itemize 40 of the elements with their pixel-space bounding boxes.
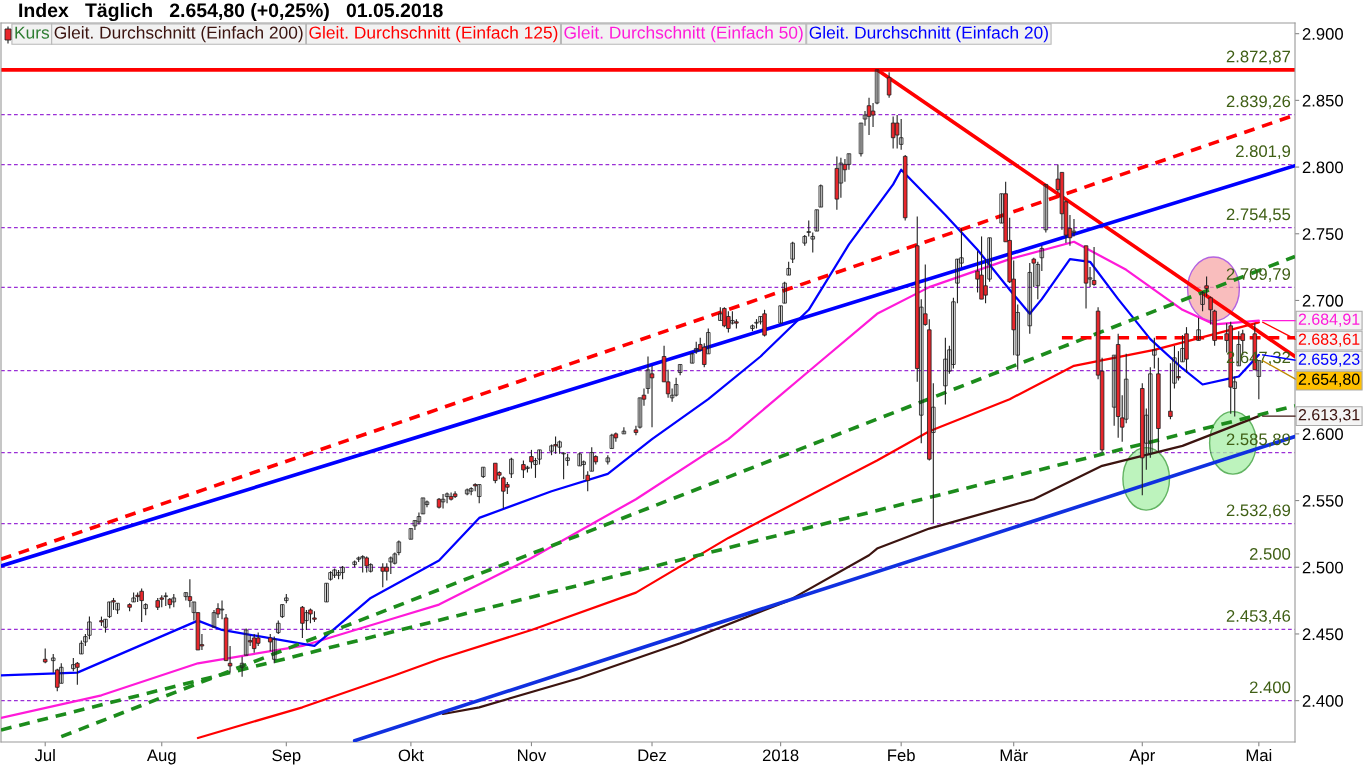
x-tick-label: Mai [1246,748,1272,762]
y-tick-label: 2.450 [1302,628,1343,641]
y-tick-label: 2.600 [1302,428,1343,441]
ref-line-label: 2.400 [1249,681,1291,694]
ref-line-label: 2.532,69 [1226,504,1291,519]
legend-label: Kurs [15,26,50,39]
data-label: 2.659,23 [1298,353,1360,367]
x-tick-label: Mär [1000,749,1028,762]
x-tick-label: Dez [638,749,667,762]
y-tick-label: 2.750 [1302,228,1343,240]
text: Gleit. Durchschnitt (Einfach 200) [54,26,303,43]
data-label: 2.683,61 [1298,333,1360,347]
ref-line-label: 2.500 [1249,547,1291,560]
y-tick-label: 2.850 [1302,94,1343,107]
x-tick-label: Jul [34,748,55,762]
y-tick-label: 2.500 [1302,561,1343,574]
x-tick-label: Feb [888,748,915,762]
text: Gleit. Durchschnitt (Einfach 50) [564,26,803,43]
ref-line-label: 2.872,87 [1226,50,1290,65]
y-tick-label: 2.800 [1302,161,1343,174]
ref-line-label: 2.801,9 [1236,145,1291,160]
y-tick-label: 2.900 [1302,28,1343,40]
x-tick-label: Sep [272,749,301,765]
text: Gleit. Durchschnitt (Einfach 125) [309,26,558,43]
ref-line-label: 2.453,46 [1226,610,1291,624]
y-tick-label: 2.700 [1302,294,1343,307]
x-tick-label: Okt [398,748,424,762]
x-tick-label: Aug [146,749,176,765]
annotation: 2.654,80 [1298,373,1360,387]
chart-title: Index Täglich 2.654,80 (+0,25%) 01.05.2018 [19,2,443,22]
y-tick-label: 2.550 [1302,494,1343,507]
y-tick-label: 2.400 [1302,695,1343,707]
text: Gleit. Durchschnitt (Einfach 20) [809,26,1048,43]
data-label: 2.684,91 [1298,313,1360,327]
x-tick-label: Apr [1129,749,1155,765]
x-tick-label: Nov [518,749,547,762]
x-tick-label: 2018 [762,749,799,762]
ref-line-label: 2.839,26 [1226,95,1291,110]
ref-line-label: 2.754,55 [1226,208,1291,223]
data-label: 2.613,31 [1298,409,1360,423]
